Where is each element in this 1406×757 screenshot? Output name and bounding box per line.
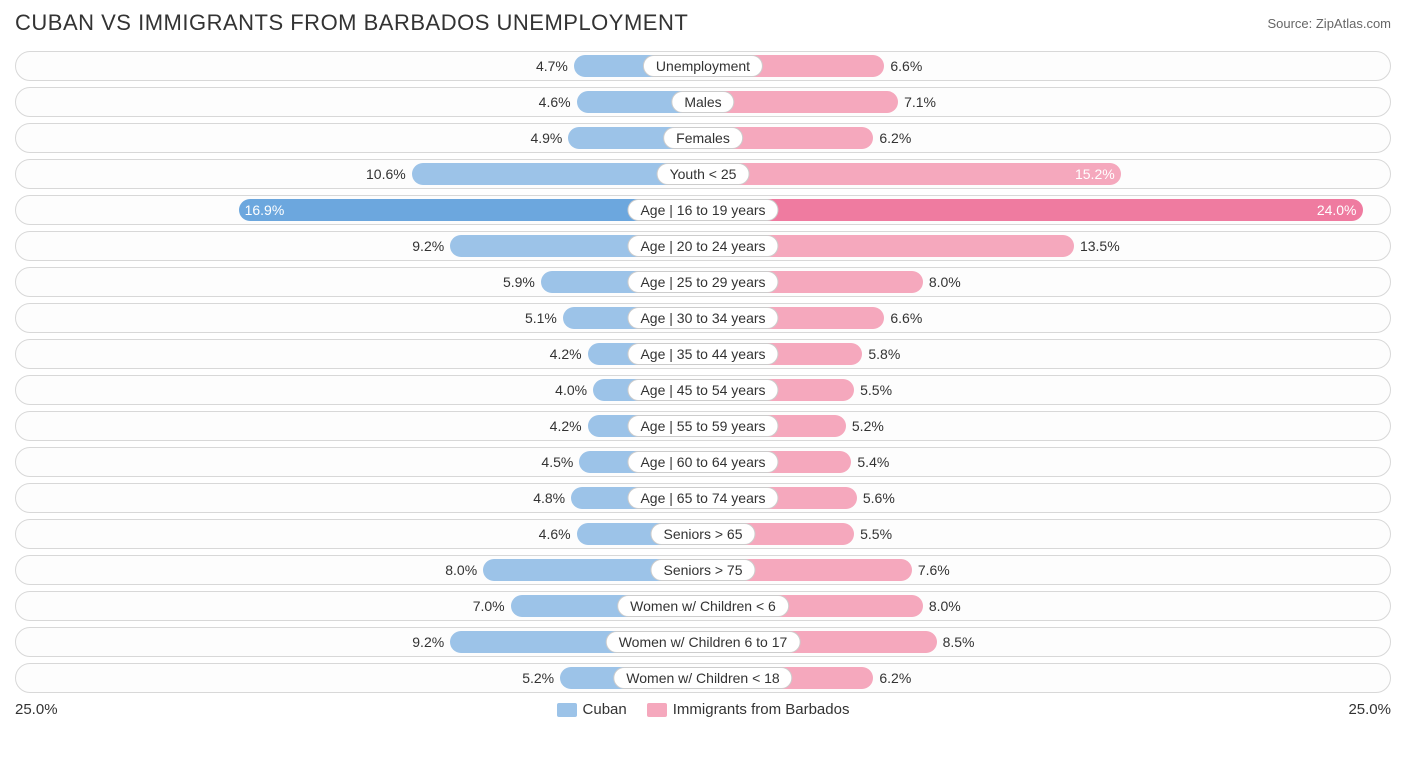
row-track: 4.2% 5.8% Age | 35 to 44 years [15,339,1391,369]
bar-left-value: 4.8% [533,490,571,506]
bar-right-value: 5.4% [851,454,889,470]
legend-label-right: Immigrants from Barbados [673,701,850,718]
row-track: 4.0% 5.5% Age | 45 to 54 years [15,375,1391,405]
row-category-label: Women w/ Children < 18 [613,667,792,689]
bar-left-value: 5.2% [522,670,560,686]
axis-left-max: 25.0% [15,701,58,718]
bar-left-value: 9.2% [412,238,450,254]
bar-right-value: 5.2% [846,418,884,434]
chart-container: CUBAN VS IMMIGRANTS FROM BARBADOS UNEMPL… [0,0,1406,728]
bar-left-value: 4.7% [536,58,574,74]
row-category-label: Unemployment [643,55,763,77]
bar-right-value: 7.6% [912,562,950,578]
bar-left-value: 4.0% [555,382,593,398]
row-track: 4.9% 6.2% Females [15,123,1391,153]
bar-right-value: 5.5% [854,382,892,398]
row-track: 5.9% 8.0% Age | 25 to 29 years [15,267,1391,297]
row-category-label: Age | 20 to 24 years [627,235,778,257]
row-category-label: Seniors > 65 [651,523,756,545]
bar-left-value: 4.5% [541,454,579,470]
legend-swatch-left [557,703,577,717]
bar-right: 24.0% [703,199,1363,221]
bar-left-value: 4.9% [530,130,568,146]
bar-left-value: 9.2% [412,634,450,650]
row-track: 4.8% 5.6% Age | 65 to 74 years [15,483,1391,513]
bar-right-value: 6.2% [873,670,911,686]
chart-footer: 25.0% Cuban Immigrants from Barbados 25.… [15,701,1391,718]
bar-right-value: 15.2% [1075,166,1115,182]
bar-right-value: 5.8% [862,346,900,362]
row-track: 10.6% 15.2% Youth < 25 [15,159,1391,189]
legend: Cuban Immigrants from Barbados [557,701,850,718]
row-category-label: Females [663,127,743,149]
bar-right-value: 6.6% [884,310,922,326]
bar-right-value: 7.1% [898,94,936,110]
legend-label-left: Cuban [583,701,627,718]
bar-left-value: 4.2% [550,346,588,362]
bar-right-value: 6.6% [884,58,922,74]
source-attribution: Source: ZipAtlas.com [1267,16,1391,31]
bar-right-value: 5.6% [857,490,895,506]
row-track: 4.6% 7.1% Males [15,87,1391,117]
row-track: 4.5% 5.4% Age | 60 to 64 years [15,447,1391,477]
row-category-label: Age | 55 to 59 years [627,415,778,437]
row-track: 9.2% 13.5% Age | 20 to 24 years [15,231,1391,261]
row-category-label: Women w/ Children < 6 [617,595,789,617]
bar-left-value: 4.2% [550,418,588,434]
bar-right-value: 6.2% [873,130,911,146]
bar-left-value: 10.6% [366,166,412,182]
row-category-label: Males [671,91,734,113]
row-track: 4.7% 6.6% Unemployment [15,51,1391,81]
row-track: 4.6% 5.5% Seniors > 65 [15,519,1391,549]
header-row: CUBAN VS IMMIGRANTS FROM BARBADOS UNEMPL… [15,10,1391,36]
row-track: 5.2% 6.2% Women w/ Children < 18 [15,663,1391,693]
bar-left-value: 8.0% [445,562,483,578]
bar-right-value: 24.0% [1317,202,1357,218]
row-category-label: Seniors > 75 [651,559,756,581]
chart-rows: 4.7% 6.6% Unemployment 4.6% 7.1% Males 4.9% 6.2… [15,51,1391,693]
bar-right-value: 8.5% [937,634,975,650]
bar-left-value: 5.9% [503,274,541,290]
bar-left-value: 5.1% [525,310,563,326]
bar-left-value: 4.6% [539,526,577,542]
row-category-label: Age | 60 to 64 years [627,451,778,473]
row-category-label: Age | 65 to 74 years [627,487,778,509]
axis-right-max: 25.0% [1348,701,1391,718]
row-track: 9.2% 8.5% Women w/ Children 6 to 17 [15,627,1391,657]
row-track: 8.0% 7.6% Seniors > 75 [15,555,1391,585]
row-category-label: Age | 16 to 19 years [627,199,778,221]
legend-swatch-right [647,703,667,717]
bar-right-value: 5.5% [854,526,892,542]
row-category-label: Women w/ Children 6 to 17 [606,631,801,653]
bar-right-value: 13.5% [1074,238,1120,254]
bar-left-value: 16.9% [245,202,285,218]
legend-item-right: Immigrants from Barbados [647,701,850,718]
legend-item-left: Cuban [557,701,627,718]
row-category-label: Age | 30 to 34 years [627,307,778,329]
bar-left-value: 7.0% [473,598,511,614]
row-track: 16.9% 24.0% Age | 16 to 19 years [15,195,1391,225]
row-category-label: Age | 25 to 29 years [627,271,778,293]
row-track: 4.2% 5.2% Age | 55 to 59 years [15,411,1391,441]
row-category-label: Age | 45 to 54 years [627,379,778,401]
bar-right-value: 8.0% [923,274,961,290]
row-category-label: Youth < 25 [657,163,750,185]
page-title: CUBAN VS IMMIGRANTS FROM BARBADOS UNEMPL… [15,10,688,36]
bar-right-value: 8.0% [923,598,961,614]
row-category-label: Age | 35 to 44 years [627,343,778,365]
bar-left-value: 4.6% [539,94,577,110]
row-track: 7.0% 8.0% Women w/ Children < 6 [15,591,1391,621]
row-track: 5.1% 6.6% Age | 30 to 34 years [15,303,1391,333]
bar-right: 15.2% [703,163,1121,185]
